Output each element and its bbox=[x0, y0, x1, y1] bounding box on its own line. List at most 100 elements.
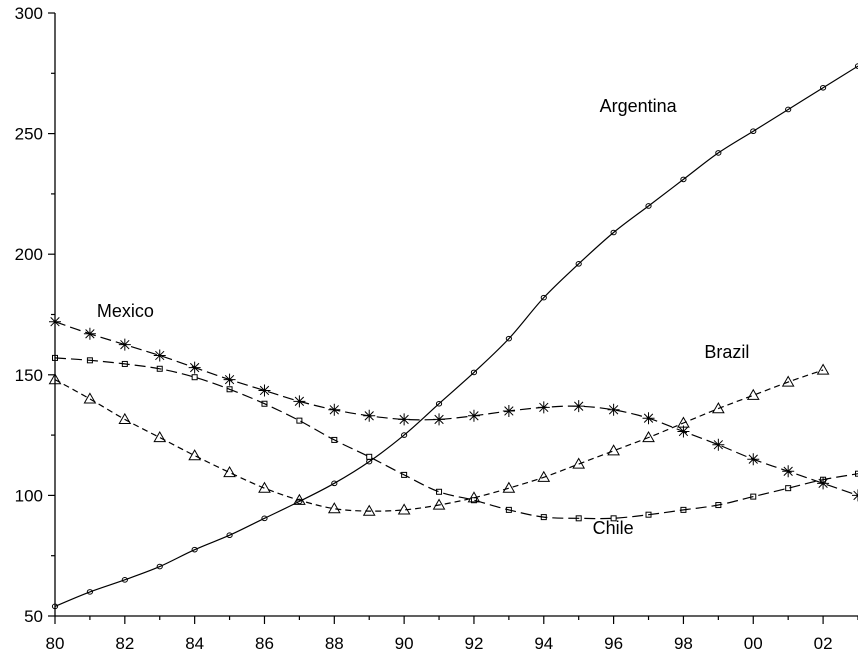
brazil-point bbox=[153, 431, 167, 443]
mexico-point bbox=[83, 327, 96, 340]
chile-point bbox=[52, 354, 58, 361]
x-tick-label: 88 bbox=[325, 634, 344, 653]
brazil-label: Brazil bbox=[704, 342, 749, 362]
brazil-point bbox=[362, 504, 376, 516]
argentina-point bbox=[645, 203, 652, 209]
mexico-point bbox=[572, 400, 585, 413]
argentina-point bbox=[331, 480, 338, 487]
mexico-point bbox=[642, 412, 655, 425]
argentina-point bbox=[86, 589, 94, 595]
chile-point bbox=[540, 514, 547, 521]
chile-point bbox=[645, 511, 652, 518]
chile-point bbox=[715, 502, 722, 509]
mexico-point bbox=[118, 338, 131, 351]
argentina-point bbox=[854, 63, 858, 69]
argentina-point bbox=[785, 106, 792, 113]
x-tick-label: 02 bbox=[814, 634, 833, 653]
brazil-point bbox=[572, 457, 586, 469]
argentina-point bbox=[575, 261, 582, 267]
brazil-point bbox=[781, 375, 795, 387]
argentina-point bbox=[226, 532, 233, 538]
argentina-point bbox=[715, 150, 722, 156]
x-tick-label: 96 bbox=[604, 634, 623, 653]
mexico-point bbox=[502, 404, 515, 417]
brazil-line bbox=[54, 369, 824, 512]
mexico-point bbox=[188, 361, 201, 374]
chile-point bbox=[366, 453, 373, 460]
mexico-point bbox=[153, 349, 166, 362]
brazil-point bbox=[83, 392, 97, 404]
x-tick-label: 00 bbox=[744, 634, 763, 653]
mexico-point bbox=[782, 465, 795, 478]
mexico-point bbox=[293, 395, 306, 408]
argentina-point bbox=[470, 369, 478, 376]
argentina-point bbox=[680, 176, 687, 183]
mexico-point bbox=[817, 477, 830, 490]
series-markers bbox=[48, 63, 858, 610]
chile-point bbox=[680, 506, 687, 513]
brazil-point bbox=[607, 444, 620, 456]
chile-point bbox=[226, 386, 233, 393]
chile-point bbox=[820, 476, 827, 483]
chile-point bbox=[575, 515, 582, 522]
brazil-point bbox=[432, 498, 446, 510]
chile-point bbox=[470, 497, 477, 504]
brazil-point bbox=[467, 491, 481, 503]
argentina-point bbox=[121, 577, 128, 583]
chile-point bbox=[331, 436, 338, 443]
x-tick-label: 82 bbox=[115, 634, 134, 653]
chile-point bbox=[855, 470, 858, 477]
chile-point bbox=[86, 357, 93, 364]
argentina-point bbox=[191, 546, 198, 553]
argentina-point bbox=[610, 229, 617, 236]
mexico-point bbox=[223, 373, 236, 386]
chile-point bbox=[401, 471, 408, 478]
x-tick-label: 98 bbox=[674, 634, 693, 653]
axes: 50 100 150 200 250 300 80 82 84 86 88 90 92 94 96 98 00 0… bbox=[15, 4, 858, 653]
mexico-point bbox=[433, 413, 446, 426]
chile-point bbox=[785, 485, 792, 492]
mexico-point bbox=[607, 403, 620, 416]
mexico-point bbox=[49, 315, 61, 328]
argentina-point bbox=[261, 515, 268, 522]
y-tick-label: 300 bbox=[15, 4, 43, 23]
argentina-point bbox=[156, 563, 163, 570]
brazil-point bbox=[746, 388, 760, 400]
series-labels: Argentina Mexico Chile Brazil bbox=[97, 96, 750, 538]
brazil-point bbox=[258, 481, 271, 493]
chile-point bbox=[296, 417, 303, 424]
x-tick-label: 80 bbox=[46, 634, 65, 653]
mexico-point bbox=[398, 413, 411, 426]
mexico-point bbox=[712, 438, 725, 451]
argentina-point bbox=[505, 335, 512, 342]
mexico-point bbox=[537, 401, 550, 414]
mexico-point bbox=[747, 453, 760, 466]
y-tick-label: 250 bbox=[15, 125, 43, 144]
chile-label: Chile bbox=[593, 518, 634, 538]
brazil-point bbox=[537, 470, 551, 482]
chile-line bbox=[54, 357, 858, 520]
chile-point bbox=[505, 506, 512, 513]
brazil-point bbox=[188, 449, 202, 461]
x-tick-label: 94 bbox=[534, 634, 553, 653]
argentina-label: Argentina bbox=[600, 96, 678, 116]
brazil-point bbox=[223, 465, 236, 478]
brazil-point bbox=[642, 431, 655, 443]
argentina-point bbox=[750, 128, 757, 134]
chile-point bbox=[436, 488, 443, 495]
y-tick-label: 150 bbox=[15, 366, 43, 385]
chile-point bbox=[750, 493, 757, 500]
argentina-line bbox=[54, 65, 858, 607]
brazil-point bbox=[397, 503, 411, 515]
argentina-point bbox=[540, 294, 547, 301]
brazil-point bbox=[816, 363, 830, 375]
brazil-point bbox=[502, 481, 516, 493]
chile-point bbox=[156, 365, 163, 372]
brazil-point bbox=[118, 412, 132, 425]
argentina-point bbox=[819, 84, 827, 91]
chile-point bbox=[191, 374, 198, 381]
y-tick-label: 100 bbox=[15, 486, 43, 505]
mexico-point bbox=[677, 425, 690, 438]
mexico-point bbox=[328, 403, 341, 416]
